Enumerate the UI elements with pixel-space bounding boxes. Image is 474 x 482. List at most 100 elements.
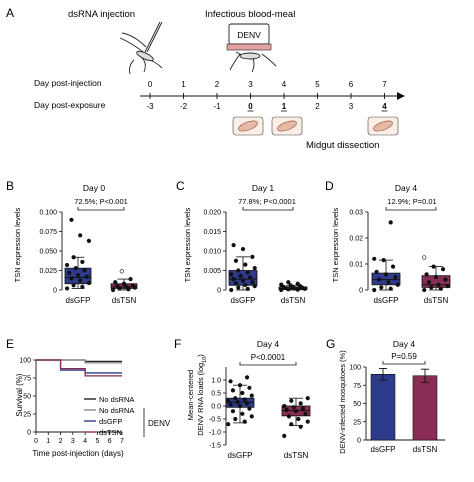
data-point	[71, 255, 76, 260]
legend: No dsRNA No dsRNA dsGFP dsTSN	[84, 395, 134, 437]
y-tick-label: 50	[23, 394, 31, 401]
data-point	[233, 281, 239, 286]
data-point	[383, 272, 389, 277]
data-point	[119, 269, 124, 274]
panel-letter-d: D	[325, 179, 334, 193]
dsrna-injection-label: dsRNA injection	[68, 9, 135, 20]
y-tick-label: -0.5	[209, 417, 221, 424]
chart-title: Day 4	[257, 339, 279, 349]
row2-label: Day post-exposure	[34, 100, 106, 110]
y-tick-label: -1.0	[209, 430, 221, 437]
x-tick-label: 5	[95, 438, 99, 445]
midgut-icon	[367, 116, 399, 136]
y-tick-label: 0.03	[349, 210, 363, 217]
timeline-tick-label: -2	[180, 102, 188, 111]
panel-letter-c: C	[176, 179, 185, 193]
data-point	[379, 285, 384, 290]
panel-b: B Day 0 72.5%; P<0.001 TSN expression le…	[6, 179, 138, 305]
x-tick-label: 4	[83, 438, 87, 445]
y-tick-label: 75	[23, 376, 31, 383]
data-point	[73, 266, 78, 271]
data-point	[130, 283, 135, 288]
data-point	[438, 286, 443, 291]
chart-title: Day 0	[83, 183, 105, 193]
x-tick-label: dsGFP	[231, 296, 256, 305]
data-point	[240, 411, 245, 416]
timeline: 0 -3 1 -2 2 -1 3 0 4 1 5 2 6 3 7 4	[146, 80, 388, 112]
data-point	[445, 284, 450, 289]
timeline-tick-label: 1	[282, 102, 287, 111]
y-tick-label: 0.01	[349, 262, 363, 269]
mosquito-feeding-icon	[229, 51, 277, 73]
midgut-icon	[232, 116, 264, 136]
y-axis-label: Survival (%)	[15, 373, 24, 416]
data-point	[376, 277, 382, 282]
x-tick-label: dsGFP	[371, 445, 396, 454]
midgut-dissection-label: Midgut dissection	[306, 140, 379, 151]
y-tick-label: 100	[19, 358, 31, 365]
y-tick-label: -1.5	[209, 443, 221, 450]
data-point	[236, 285, 241, 290]
data-point	[240, 390, 245, 396]
data-point	[230, 409, 236, 414]
data-point	[233, 416, 238, 422]
chart-d: 0.03 0.02 0.01 0 dsGFP dsTSN	[349, 210, 451, 305]
x-tick-label: dsTSN	[281, 296, 306, 305]
y-tick-label: 25	[23, 412, 31, 419]
data-point	[295, 281, 300, 286]
x-tick-label: 7	[120, 438, 124, 445]
panel-letter-g: G	[326, 337, 335, 351]
x-tick-label: 2	[59, 438, 63, 445]
data-point	[69, 217, 74, 222]
data-point	[245, 286, 250, 291]
data-point	[243, 282, 248, 288]
legend-label: dsTSN	[99, 428, 122, 437]
y-axis-label-line2: DENV RNA loads (log10)	[196, 354, 208, 436]
data-point	[64, 262, 70, 268]
legend-label: No dsRNA	[99, 406, 134, 415]
bar-dsTSN	[412, 375, 438, 441]
chart-e: 100 75 50 25 00 1 2 3 4 5 6 7	[19, 358, 124, 446]
data-point	[426, 280, 432, 285]
data-point	[67, 270, 72, 275]
denv-label: DENV	[237, 30, 261, 40]
x-tick-label: dsTSN	[112, 296, 137, 305]
data-point	[388, 220, 393, 225]
data-point	[298, 401, 303, 406]
timeline-tick-label: 7	[382, 80, 387, 89]
stat-bracket	[382, 361, 426, 365]
data-point	[288, 283, 293, 288]
panel-letter-e: E	[6, 337, 14, 351]
y-tick-label: 0.050	[39, 249, 57, 256]
data-point	[298, 424, 303, 429]
stat-bracket	[239, 362, 297, 366]
data-point	[78, 233, 83, 238]
data-point	[443, 277, 448, 282]
blood-meal-label: Infectious blood-meal	[205, 9, 295, 20]
data-point	[231, 243, 236, 248]
data-point	[249, 414, 254, 419]
feeder-icon: DENV	[226, 23, 272, 51]
y-tick-label: 50	[353, 401, 361, 408]
y-axis-label: TSN expression levels	[13, 207, 22, 282]
midgut-icon	[271, 116, 303, 136]
y-axis-label: TSN expression levels	[331, 207, 340, 282]
data-point	[231, 276, 236, 282]
data-point	[237, 383, 243, 388]
data-point	[75, 273, 81, 278]
panel-letter-a: A	[6, 6, 14, 20]
stat-label: 12.9%; P=0.01	[387, 197, 436, 206]
data-point	[69, 276, 74, 281]
data-point	[284, 407, 289, 413]
data-point	[289, 422, 294, 427]
y-tick-label: 0.075	[39, 229, 57, 236]
data-point	[303, 411, 308, 416]
data-point	[84, 274, 89, 279]
stat-label: 77.8%; P<0.0001	[238, 197, 296, 206]
data-point	[124, 284, 129, 289]
data-point	[388, 286, 393, 291]
data-point	[381, 258, 386, 263]
data-point	[245, 270, 250, 275]
data-point	[243, 262, 248, 267]
data-point	[121, 281, 127, 286]
